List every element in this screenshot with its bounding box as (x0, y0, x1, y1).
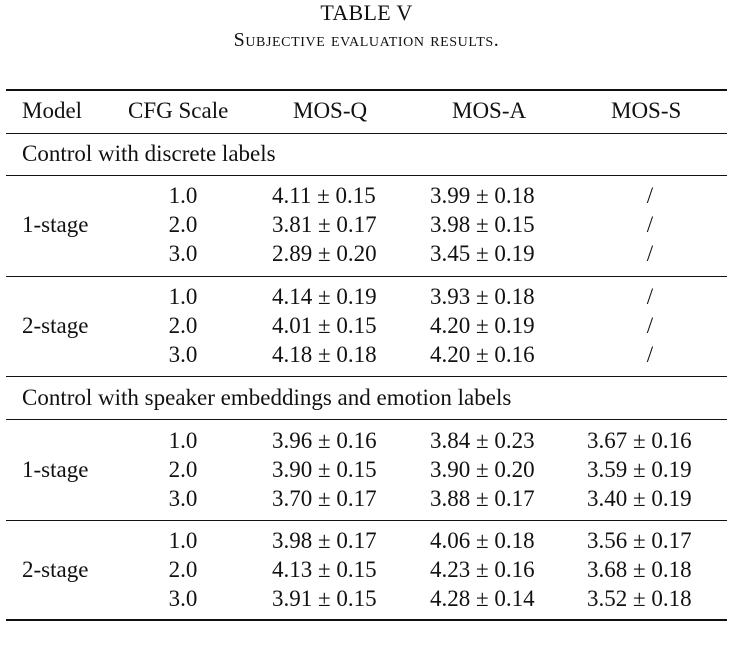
cfg-scale-cell: 2.0 (168, 557, 198, 582)
cfg-scale-cell: 1.0 (168, 284, 198, 309)
table-label: TABLE V (320, 0, 413, 25)
mos-a-cell: 3.93 ± 0.18 (430, 284, 535, 309)
mos-a-cell: 3.98 ± 0.15 (430, 212, 535, 237)
section-1-rule (6, 175, 727, 176)
mos-q-cell: 4.01 ± 0.15 (272, 313, 377, 338)
cfg-scale-cell: 2.0 (168, 212, 198, 237)
mos-q-cell: 4.13 ± 0.15 (272, 557, 377, 582)
top-rule (6, 89, 727, 91)
section-label: Control with speaker embeddings and emot… (22, 385, 512, 410)
mos-a-cell: 4.28 ± 0.14 (430, 586, 535, 611)
model-name: 1-stage (22, 457, 89, 482)
group-rule (6, 276, 727, 277)
mos-q-cell: 4.18 ± 0.18 (272, 342, 377, 367)
mos-s-cell: 3.40 ± 0.19 (587, 486, 692, 511)
section-2-rule (6, 419, 727, 420)
cfg-scale-cell: 1.0 (168, 528, 198, 553)
model-name: 2-stage (22, 557, 89, 582)
mos-a-cell: 3.90 ± 0.20 (430, 457, 535, 482)
mos-s-cell: / (646, 342, 654, 367)
mos-s-cell: / (646, 241, 654, 266)
mos-s-cell: 3.59 ± 0.19 (587, 457, 692, 482)
mos-s-cell: / (646, 284, 654, 309)
mos-a-cell: 3.45 ± 0.19 (430, 241, 535, 266)
cfg-scale-cell: 1.0 (168, 183, 198, 208)
column-header-model: Model (22, 98, 83, 123)
mos-a-cell: 4.23 ± 0.16 (430, 557, 535, 582)
mos-s-cell: / (646, 212, 654, 237)
mos-q-cell: 3.81 ± 0.17 (272, 212, 377, 237)
model-name: 2-stage (22, 313, 89, 338)
mos-s-cell: / (646, 183, 654, 208)
mos-s-cell: 3.68 ± 0.18 (587, 557, 692, 582)
mos-q-cell: 4.11 ± 0.15 (272, 183, 376, 208)
mos-s-cell: 3.67 ± 0.16 (587, 428, 692, 453)
bottom-rule (6, 619, 727, 621)
section-2-top-rule (6, 376, 727, 377)
mos-q-cell: 3.90 ± 0.15 (272, 457, 377, 482)
section-label: Control with discrete labels (22, 141, 276, 166)
mos-q-cell: 2.89 ± 0.20 (272, 241, 377, 266)
mos-s-cell: / (646, 313, 654, 338)
column-header-mos-s: MOS-S (611, 98, 682, 123)
cfg-scale-cell: 2.0 (168, 457, 198, 482)
header-rule (6, 133, 727, 134)
cfg-scale-cell: 3.0 (168, 486, 198, 511)
cfg-scale-cell: 3.0 (168, 241, 198, 266)
mos-a-cell: 3.88 ± 0.17 (430, 486, 535, 511)
cfg-scale-cell: 3.0 (168, 342, 198, 367)
mos-a-cell: 4.06 ± 0.18 (430, 528, 535, 553)
mos-q-cell: 3.91 ± 0.15 (272, 586, 377, 611)
table-title: Subjective evaluation results. (233, 29, 500, 51)
mos-q-cell: 3.70 ± 0.17 (272, 486, 377, 511)
mos-q-cell: 4.14 ± 0.19 (272, 284, 377, 309)
model-name: 1-stage (22, 212, 89, 237)
mos-a-cell: 4.20 ± 0.19 (430, 313, 535, 338)
group-rule (6, 520, 727, 521)
mos-a-cell: 4.20 ± 0.16 (430, 342, 535, 367)
mos-q-cell: 3.98 ± 0.17 (272, 528, 377, 553)
mos-a-cell: 3.84 ± 0.23 (430, 428, 535, 453)
mos-s-cell: 3.52 ± 0.18 (587, 586, 692, 611)
column-header-mos-a: MOS-A (452, 98, 527, 123)
column-header-cfg-scale: CFG Scale (128, 98, 229, 123)
mos-a-cell: 3.99 ± 0.18 (430, 183, 535, 208)
column-header-mos-q: MOS-Q (293, 98, 368, 123)
cfg-scale-cell: 1.0 (168, 428, 198, 453)
mos-s-cell: 3.56 ± 0.17 (587, 528, 692, 553)
cfg-scale-cell: 3.0 (168, 586, 198, 611)
mos-q-cell: 3.96 ± 0.16 (272, 428, 377, 453)
cfg-scale-cell: 2.0 (168, 313, 198, 338)
